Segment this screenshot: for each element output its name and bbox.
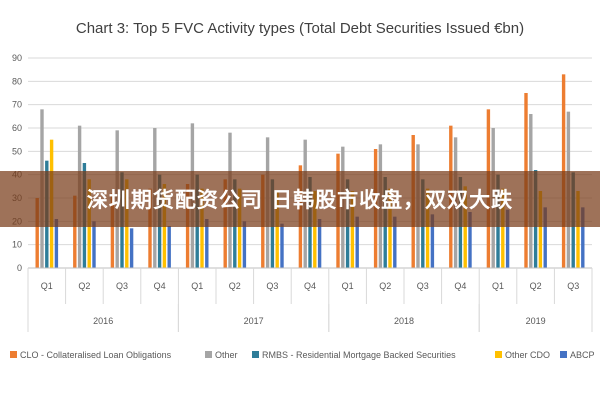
legend-label: Other (215, 350, 238, 360)
x-tick-label: Q3 (266, 281, 278, 291)
x-group-label: 2018 (394, 316, 414, 326)
bar (388, 188, 392, 268)
legend-label: RMBS - Residential Mortgage Backed Secur… (262, 350, 456, 360)
x-tick-label: Q1 (342, 281, 354, 291)
bar (92, 221, 96, 268)
legend: CLO - Collateralised Loan Obligations Oth… (10, 350, 595, 360)
bar (581, 207, 585, 268)
x-tick-label: Q4 (154, 281, 166, 291)
bar (543, 207, 547, 268)
legend-swatch (252, 351, 259, 358)
legend-swatch (205, 351, 212, 358)
y-axis-ticks: 0102030405060708090 (12, 53, 22, 273)
bar (148, 188, 152, 268)
bar (237, 188, 242, 268)
x-tick-label: Q2 (78, 281, 90, 291)
x-tick-label: Q3 (116, 281, 128, 291)
x-tick-label: Q1 (191, 281, 203, 291)
y-tick-label: 80 (12, 76, 22, 86)
x-axis: Q1 Q2 Q3 Q4 Q1 Q2 Q3 Q4 Q1 Q2 Q3 Q4 Q1 Q2 Q3 2016 2017 20… (27, 267, 593, 332)
bar (425, 188, 430, 268)
x-group-label: 2017 (244, 316, 264, 326)
bar (576, 191, 580, 268)
x-group-label: 2016 (93, 316, 113, 326)
y-tick-label: 70 (12, 100, 22, 110)
legend-label: ABCP (570, 350, 595, 360)
bar (538, 191, 543, 268)
overlay-banner-text: 深圳期货配资公司 日韩股市收盘，双双大跌 (86, 188, 514, 212)
bar (430, 214, 435, 268)
y-tick-label: 10 (12, 240, 22, 250)
x-tick-label: Q2 (530, 281, 542, 291)
bar (463, 186, 467, 268)
bar (317, 219, 322, 268)
bar (35, 198, 39, 268)
legend-label: Other CDO (505, 350, 550, 360)
bar (313, 191, 317, 268)
x-tick-label: Q1 (41, 281, 53, 291)
bar (350, 191, 355, 268)
bar (505, 209, 510, 268)
bar (110, 193, 115, 268)
bar (393, 216, 397, 268)
x-group-label: 2019 (526, 316, 546, 326)
legend-swatch (560, 351, 567, 358)
bar (468, 212, 472, 268)
x-tick-label: Q4 (304, 281, 316, 291)
chart-title: Chart 3: Top 5 FVC Activity types (Total… (76, 20, 524, 37)
bar (355, 216, 359, 268)
bar (280, 223, 284, 268)
x-tick-label: Q3 (417, 281, 429, 291)
bar (54, 219, 59, 268)
bar (73, 195, 77, 268)
legend-swatch (495, 351, 502, 358)
x-tick-label: Q2 (379, 281, 391, 291)
bar (242, 221, 247, 268)
x-tick-label: Q4 (454, 281, 466, 291)
legend-swatch (10, 351, 17, 358)
y-tick-label: 60 (12, 123, 22, 133)
bar (275, 191, 279, 268)
bar (167, 226, 171, 268)
bar (129, 228, 134, 268)
legend-label: CLO - Collateralised Loan Obligations (20, 350, 172, 360)
bar (501, 188, 505, 268)
overlay-banner: 深圳期货配资公司 日韩股市收盘，双双大跌 (0, 171, 600, 227)
x-tick-label: Q2 (229, 281, 241, 291)
y-tick-label: 50 (12, 146, 22, 156)
x-tick-label: Q1 (492, 281, 504, 291)
bar (200, 188, 204, 268)
x-tick-label: Q3 (567, 281, 579, 291)
y-tick-label: 0 (17, 263, 22, 273)
y-tick-label: 90 (12, 53, 22, 63)
bar (205, 219, 209, 268)
